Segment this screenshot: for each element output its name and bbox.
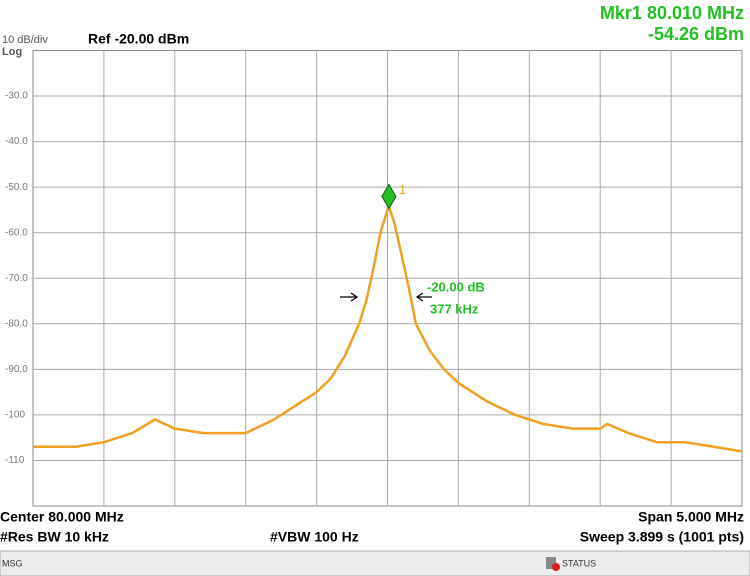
res-bw: #Res BW 10 kHz [0, 529, 109, 545]
vbw: #VBW 100 Hz [270, 529, 359, 545]
span: Span 5.000 MHz [638, 509, 744, 525]
status-icon [546, 557, 556, 569]
scale-label: 10 dB/div [2, 34, 48, 46]
y-tick-label: -30.0 [5, 91, 28, 102]
sweep: Sweep 3.899 s (1001 pts) [580, 529, 744, 545]
ref-label: Ref -20.00 dBm [88, 31, 189, 47]
plot-area: -30.0 -40.0 -50.0 -60.0 -70.0 -80.0 -90.0 -100 -… [5, 50, 743, 507]
marker-freq: Mkr1 80.010 MHz [600, 3, 744, 23]
msg-label: MSG [2, 558, 23, 568]
marker-number: 1 [399, 182, 406, 197]
y-tick-label: -90.0 [5, 364, 28, 375]
y-tick-label: -60.0 [5, 227, 28, 238]
marker-amp: -54.26 dBm [648, 24, 744, 44]
bandwidth-level: -20.00 dB [427, 279, 485, 294]
y-tick-label: -70.0 [5, 273, 28, 284]
status-bar [0, 550, 750, 576]
bandwidth-width: 377 kHz [430, 301, 479, 316]
y-tick-label: -100 [5, 410, 25, 421]
y-tick-label: -40.0 [5, 136, 28, 147]
status-label: STATUS [562, 558, 596, 568]
status-icon-alert [552, 563, 560, 571]
y-tick-label: -110 [5, 455, 25, 466]
y-tick-label: -80.0 [5, 318, 28, 329]
marker-diamond [381, 183, 397, 210]
y-tick-label: -50.0 [5, 182, 28, 193]
bandwidth-arrows [340, 292, 432, 302]
center-freq: Center 80.000 MHz [0, 509, 124, 525]
scale-type: Log [2, 46, 22, 58]
